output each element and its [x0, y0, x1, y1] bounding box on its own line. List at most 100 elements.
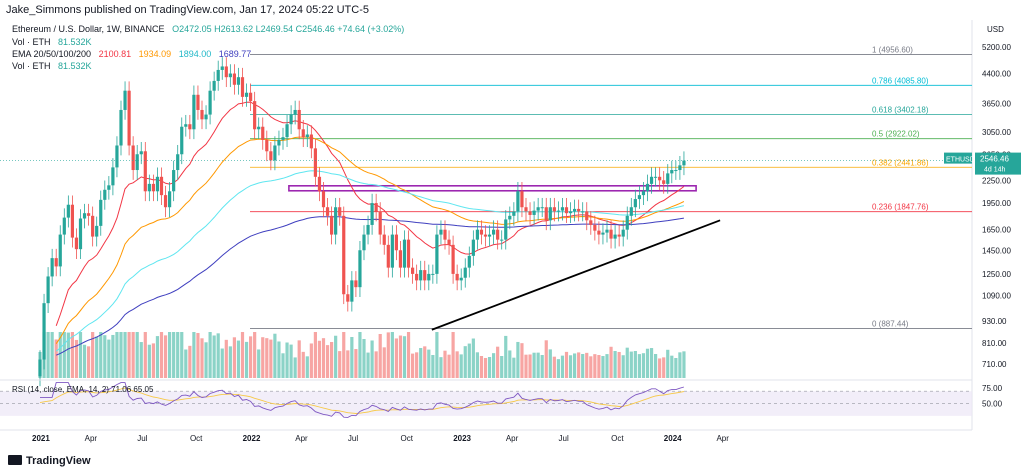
- volume-bar: [257, 349, 261, 378]
- volume-bar: [451, 332, 455, 378]
- volume-bar: [370, 340, 374, 378]
- publish-info: Jake_Simmons published on TradingView.co…: [6, 4, 370, 16]
- candle-body: [617, 234, 621, 237]
- volume-bar: [265, 338, 269, 378]
- volume-bar: [645, 348, 650, 378]
- candle-body: [654, 176, 658, 178]
- volume-bar: [309, 343, 313, 378]
- candle-body: [508, 215, 512, 220]
- volume-bar: [253, 332, 257, 378]
- resistance-zone: [288, 185, 697, 192]
- candle-body: [560, 207, 565, 211]
- candle-body: [168, 191, 172, 208]
- candle-body: [358, 250, 362, 288]
- candle-body: [107, 185, 111, 190]
- candle-body: [196, 94, 200, 110]
- candle-body: [50, 258, 54, 277]
- ema20-line: [55, 101, 685, 326]
- candle-body: [577, 208, 581, 212]
- volume-bar: [147, 344, 151, 378]
- volume-bar: [107, 339, 111, 378]
- volume-bar: [313, 332, 317, 378]
- candle-body: [581, 211, 585, 213]
- candle-body: [662, 180, 666, 184]
- volume-bar: [564, 351, 569, 378]
- volume-bar: [155, 336, 160, 378]
- candle-body: [119, 109, 123, 146]
- candle-body: [321, 191, 326, 208]
- volume-bar: [334, 335, 338, 378]
- candle-body: [159, 176, 164, 196]
- volume-bar: [346, 350, 350, 378]
- volume-bar: [621, 355, 625, 378]
- volume-bar: [552, 356, 556, 378]
- ohlc-values: O2472.05 H2613.62 L2469.54 C2546.46 +74.…: [172, 24, 405, 34]
- time-tick-label: Oct: [401, 434, 414, 443]
- volume-label-2[interactable]: Vol · ETH: [12, 61, 51, 71]
- candle-body: [678, 165, 682, 171]
- candle-body: [670, 170, 674, 174]
- volume-bar: [649, 348, 654, 378]
- fib-level-label: 0.382 (2441.86): [872, 158, 929, 167]
- volume-bar: [111, 334, 115, 378]
- volume-bar: [200, 338, 204, 378]
- volume-bar: [475, 352, 479, 378]
- candle-body: [212, 80, 216, 91]
- candle-body: [362, 234, 366, 251]
- volume-bar: [447, 354, 451, 378]
- candle-body: [402, 239, 407, 268]
- volume-bar: [504, 335, 508, 378]
- candle-body: [58, 234, 62, 267]
- candle-body: [645, 183, 650, 192]
- volume-bar: [216, 333, 220, 378]
- volume-bar: [95, 336, 99, 378]
- price-tick-label: 1950.00: [982, 199, 1011, 208]
- volume-bar: [674, 358, 678, 378]
- volume-bar: [658, 358, 662, 378]
- volume-bar: [382, 347, 386, 378]
- candle-body: [147, 183, 151, 192]
- fib-level-label: 0.236 (1847.76): [872, 203, 929, 212]
- volume-bar: [471, 338, 475, 378]
- candle-body: [415, 273, 419, 281]
- tradingview-logo[interactable]: TradingView: [8, 455, 91, 467]
- price-tick-label: 5200.00: [982, 43, 1011, 52]
- volume-bar: [196, 333, 200, 378]
- candle-body: [151, 183, 155, 192]
- symbol-title[interactable]: Ethereum / U.S. Dollar, 1W, BINANCE: [12, 24, 165, 34]
- candle-body: [398, 250, 403, 268]
- volume-bar: [613, 351, 617, 378]
- volume-bar: [524, 354, 528, 378]
- candle-body: [564, 207, 569, 214]
- candle-body: [411, 267, 415, 274]
- volume-bar: [62, 332, 66, 378]
- volume-bar: [212, 335, 216, 378]
- price-tick-label: 1450.00: [982, 246, 1011, 255]
- volume-bar: [163, 335, 168, 378]
- candle-body: [305, 134, 309, 138]
- volume-bar: [358, 332, 362, 378]
- volume-bar: [378, 334, 382, 378]
- time-tick-label: Jul: [137, 434, 147, 443]
- volume-bar: [176, 332, 180, 378]
- volume-bar: [289, 344, 293, 378]
- volume-label[interactable]: Vol · ETH: [12, 37, 51, 47]
- candle-body: [471, 239, 475, 256]
- volume-bar: [301, 351, 305, 378]
- price-tag-box: [975, 152, 1021, 175]
- candle-body: [289, 114, 293, 125]
- ema-label[interactable]: EMA 20/50/100/200: [12, 49, 92, 59]
- candle-body: [544, 207, 548, 221]
- volume-bar: [123, 332, 127, 378]
- support-trendline: [431, 219, 721, 331]
- candle-body: [601, 232, 605, 235]
- time-tick-label: Oct: [190, 434, 203, 443]
- legend-symbol-row: Ethereum / U.S. Dollar, 1W, BINANCE O247…: [12, 24, 409, 34]
- candle-body: [455, 273, 459, 281]
- volume-bar: [192, 332, 196, 378]
- candle-body: [249, 92, 253, 102]
- candle-body: [629, 207, 633, 216]
- candle-body: [224, 66, 228, 78]
- volume-bar: [50, 332, 54, 378]
